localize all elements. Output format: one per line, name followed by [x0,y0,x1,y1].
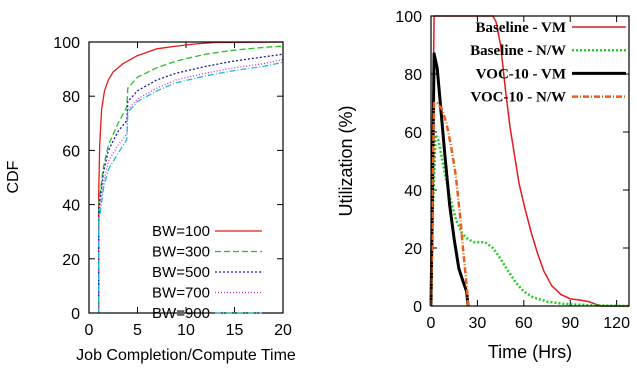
x-tick-label: 10 [177,322,195,339]
legend-label: BW=900 [152,305,210,322]
plot-frame [88,41,284,314]
legend-label: VOC-10 - N/W [470,90,566,106]
legend-label: BW=700 [152,285,210,302]
utilization-chart: 0 30 60 90 120 0 20 40 60 80 100 Baseline - VM Basel… [336,9,630,362]
series-line-1 [98,41,284,313]
series-line-1 [430,15,629,307]
y-axis-title: Utilization (%) [336,105,356,216]
y-tick-label: 100 [53,35,80,52]
plot-frame [430,15,630,307]
legend-label: VOC-10 - VM [476,66,566,82]
series-line-3 [98,53,284,313]
legend-label: Baseline - VM [475,20,566,36]
legend-label: BW=100 [152,223,210,240]
x-tick-label: 90 [561,315,579,332]
y-tick-label: 0 [71,306,80,323]
x-tick-label: 20 [274,322,292,339]
x-tick-label: 15 [226,322,244,339]
y-tick-label: 80 [62,89,80,106]
y-tick-label: 20 [404,241,422,258]
series-line-4 [429,101,470,307]
x-tick-label: 60 [515,315,533,332]
y-tick-label: 60 [404,125,422,142]
cdf-chart: 0 5 10 15 20 0 20 40 60 80 100 BW=100 BW=300 BW=500 BW… [5,35,296,364]
x-tick-label: 5 [133,322,142,339]
series-line-5 [98,61,284,313]
x-tick-label: 0 [85,322,94,339]
y-tick-label: 80 [404,67,422,84]
x-tick-label: 0 [427,315,436,332]
series-line-3 [429,52,470,307]
legend-label: BW=500 [152,264,210,281]
y-tick-label: 0 [413,299,422,316]
y-tick-label: 60 [62,143,80,160]
y-axis-title: CDF [5,160,22,193]
x-tick-label: 30 [469,315,487,332]
legend-label: Baseline - N/W [470,43,566,59]
x-tick-label: 120 [603,315,630,332]
series-line-2 [98,45,284,313]
x-axis-title: Job Completion/Compute Time [76,347,296,364]
x-axis-title: Time (Hrs) [488,342,572,362]
y-tick-label: 100 [395,9,422,26]
y-tick-label: 20 [62,252,80,269]
legend-label: BW=300 [152,244,210,261]
y-tick-label: 40 [404,183,422,200]
y-tick-label: 40 [62,198,80,215]
